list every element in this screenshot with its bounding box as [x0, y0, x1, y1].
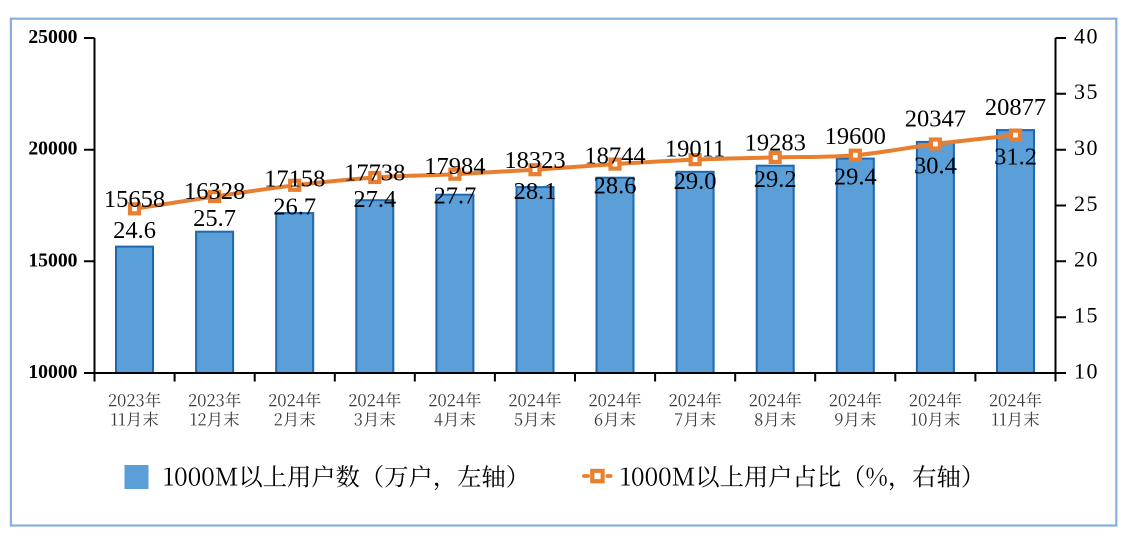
svg-text:40: 40 — [1074, 23, 1099, 48]
svg-text:26.7: 26.7 — [273, 194, 316, 221]
svg-text:25: 25 — [1074, 191, 1099, 216]
svg-text:20000: 20000 — [28, 137, 77, 159]
svg-text:29.2: 29.2 — [754, 166, 797, 193]
svg-text:20347: 20347 — [905, 105, 966, 132]
svg-text:24.6: 24.6 — [113, 217, 156, 244]
svg-text:15658: 15658 — [104, 186, 165, 213]
svg-text:29.4: 29.4 — [834, 164, 877, 191]
svg-text:20877: 20877 — [985, 94, 1046, 121]
svg-text:28.1: 28.1 — [514, 178, 557, 205]
svg-text:28.6: 28.6 — [594, 173, 637, 200]
svg-text:17158: 17158 — [264, 165, 325, 192]
svg-text:19283: 19283 — [745, 130, 806, 157]
svg-text:17984: 17984 — [424, 153, 485, 180]
svg-text:16328: 16328 — [184, 178, 245, 205]
svg-text:10: 10 — [1074, 358, 1099, 383]
svg-text:27.4: 27.4 — [353, 186, 396, 213]
svg-text:18323: 18323 — [504, 147, 565, 174]
svg-text:25000: 25000 — [28, 26, 77, 48]
svg-text:15: 15 — [1074, 303, 1099, 328]
svg-text:15000: 15000 — [28, 249, 77, 271]
svg-text:19600: 19600 — [825, 123, 886, 150]
svg-text:35: 35 — [1074, 79, 1099, 104]
svg-text:31.2: 31.2 — [994, 144, 1037, 171]
svg-text:27.7: 27.7 — [433, 183, 476, 210]
svg-text:20: 20 — [1074, 247, 1099, 272]
svg-text:30.4: 30.4 — [914, 152, 957, 179]
svg-text:25.7: 25.7 — [193, 205, 236, 232]
svg-text:29.0: 29.0 — [674, 168, 717, 195]
svg-text:30: 30 — [1074, 135, 1099, 160]
svg-text:17738: 17738 — [344, 160, 405, 187]
svg-text:10000: 10000 — [28, 361, 77, 383]
svg-text:18744: 18744 — [584, 142, 645, 169]
svg-text:19011: 19011 — [665, 135, 725, 162]
